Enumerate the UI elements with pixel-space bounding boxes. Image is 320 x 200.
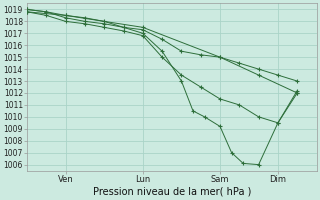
X-axis label: Pression niveau de la mer( hPa ): Pression niveau de la mer( hPa )	[92, 187, 251, 197]
